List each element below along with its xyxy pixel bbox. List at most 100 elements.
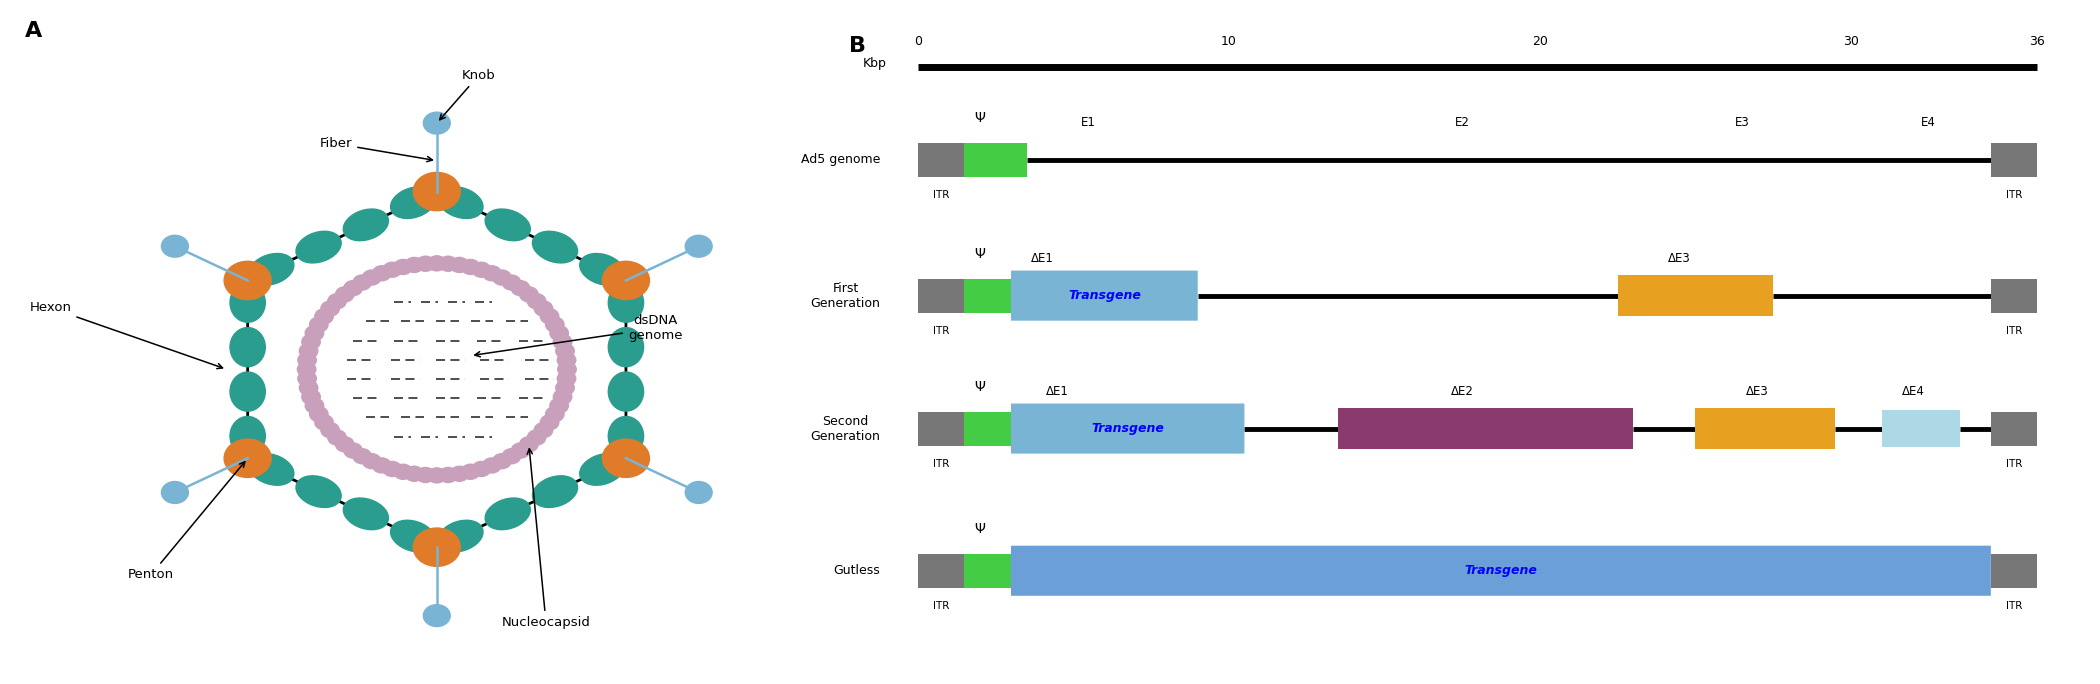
Circle shape	[302, 389, 321, 404]
Text: ITR: ITR	[2006, 601, 2022, 611]
Bar	[1338, 408, 1634, 449]
Circle shape	[424, 112, 449, 134]
Text: 0: 0	[914, 36, 922, 49]
Ellipse shape	[609, 328, 643, 367]
Circle shape	[550, 398, 569, 413]
Bar	[1991, 278, 2037, 313]
Bar	[964, 412, 1010, 445]
Circle shape	[439, 467, 458, 482]
Circle shape	[510, 280, 529, 295]
Circle shape	[225, 439, 271, 477]
Text: Ψ: Ψ	[974, 248, 985, 261]
Circle shape	[304, 398, 323, 413]
Circle shape	[372, 266, 391, 281]
Text: A: A	[25, 21, 42, 40]
Ellipse shape	[437, 187, 483, 218]
Text: ΔE3: ΔE3	[1745, 385, 1768, 398]
Circle shape	[225, 261, 271, 300]
Circle shape	[344, 280, 363, 295]
Text: ITR: ITR	[932, 601, 949, 611]
Circle shape	[309, 317, 328, 332]
Ellipse shape	[248, 254, 294, 285]
Circle shape	[372, 458, 391, 473]
Text: 20: 20	[1531, 36, 1548, 49]
Circle shape	[315, 415, 334, 430]
Bar	[918, 143, 964, 176]
Circle shape	[405, 257, 424, 272]
Circle shape	[382, 462, 401, 477]
Circle shape	[494, 270, 510, 285]
Circle shape	[424, 605, 449, 627]
Circle shape	[502, 275, 521, 290]
Circle shape	[550, 326, 569, 341]
Circle shape	[336, 287, 355, 302]
Bar	[964, 554, 1010, 588]
Ellipse shape	[580, 453, 626, 485]
Circle shape	[533, 301, 552, 316]
Text: ITR: ITR	[2006, 326, 2022, 337]
Circle shape	[162, 482, 189, 503]
Circle shape	[363, 270, 380, 285]
Circle shape	[546, 317, 565, 332]
Circle shape	[449, 257, 468, 272]
Bar	[964, 278, 1010, 313]
Circle shape	[472, 262, 491, 277]
Circle shape	[462, 464, 479, 479]
Circle shape	[395, 464, 412, 479]
Text: Ad5 genome: Ad5 genome	[800, 153, 880, 166]
Circle shape	[414, 528, 460, 566]
Ellipse shape	[485, 498, 531, 529]
FancyBboxPatch shape	[1010, 546, 1991, 596]
Text: E2: E2	[1455, 116, 1470, 129]
Bar	[918, 412, 964, 445]
Circle shape	[414, 172, 460, 211]
Circle shape	[395, 259, 412, 274]
Circle shape	[336, 437, 355, 452]
Text: ΔE4: ΔE4	[1903, 385, 1924, 398]
Ellipse shape	[391, 187, 437, 218]
Bar	[1991, 412, 2037, 445]
Circle shape	[552, 334, 571, 350]
Text: Transgene: Transgene	[1069, 289, 1140, 302]
Text: Nucleocapsid: Nucleocapsid	[502, 449, 590, 629]
Text: Ψ: Ψ	[974, 111, 985, 125]
Ellipse shape	[533, 231, 578, 263]
Circle shape	[353, 449, 372, 464]
Circle shape	[685, 235, 712, 257]
Ellipse shape	[296, 476, 340, 508]
Text: Ψ: Ψ	[974, 380, 985, 394]
Circle shape	[527, 430, 546, 445]
Circle shape	[546, 407, 565, 422]
Text: ITR: ITR	[932, 190, 949, 200]
Text: 30: 30	[1844, 36, 1858, 49]
Circle shape	[559, 362, 575, 377]
Text: 36: 36	[2029, 36, 2045, 49]
Circle shape	[328, 430, 347, 445]
Text: E4: E4	[1922, 116, 1936, 129]
Ellipse shape	[485, 209, 531, 241]
Text: ΔE2: ΔE2	[1451, 385, 1474, 398]
Ellipse shape	[533, 476, 578, 508]
Text: dsDNA
genome: dsDNA genome	[475, 315, 682, 357]
Circle shape	[344, 443, 363, 458]
Circle shape	[510, 443, 529, 458]
Circle shape	[519, 437, 538, 452]
Circle shape	[416, 256, 435, 272]
Circle shape	[439, 256, 458, 272]
Bar	[1991, 143, 2037, 176]
Text: ΔE3: ΔE3	[1667, 252, 1690, 265]
Text: ΔE1: ΔE1	[1031, 252, 1054, 265]
Text: Fiber: Fiber	[319, 137, 433, 161]
Circle shape	[494, 453, 510, 469]
Ellipse shape	[231, 328, 265, 367]
Bar	[964, 143, 1027, 176]
Ellipse shape	[231, 283, 265, 322]
Circle shape	[540, 415, 559, 430]
Circle shape	[309, 407, 328, 422]
Text: ΔE1: ΔE1	[1046, 385, 1069, 398]
Circle shape	[472, 462, 491, 477]
Ellipse shape	[609, 372, 643, 411]
Bar	[1617, 275, 1772, 316]
Circle shape	[405, 466, 424, 482]
Circle shape	[603, 439, 649, 477]
